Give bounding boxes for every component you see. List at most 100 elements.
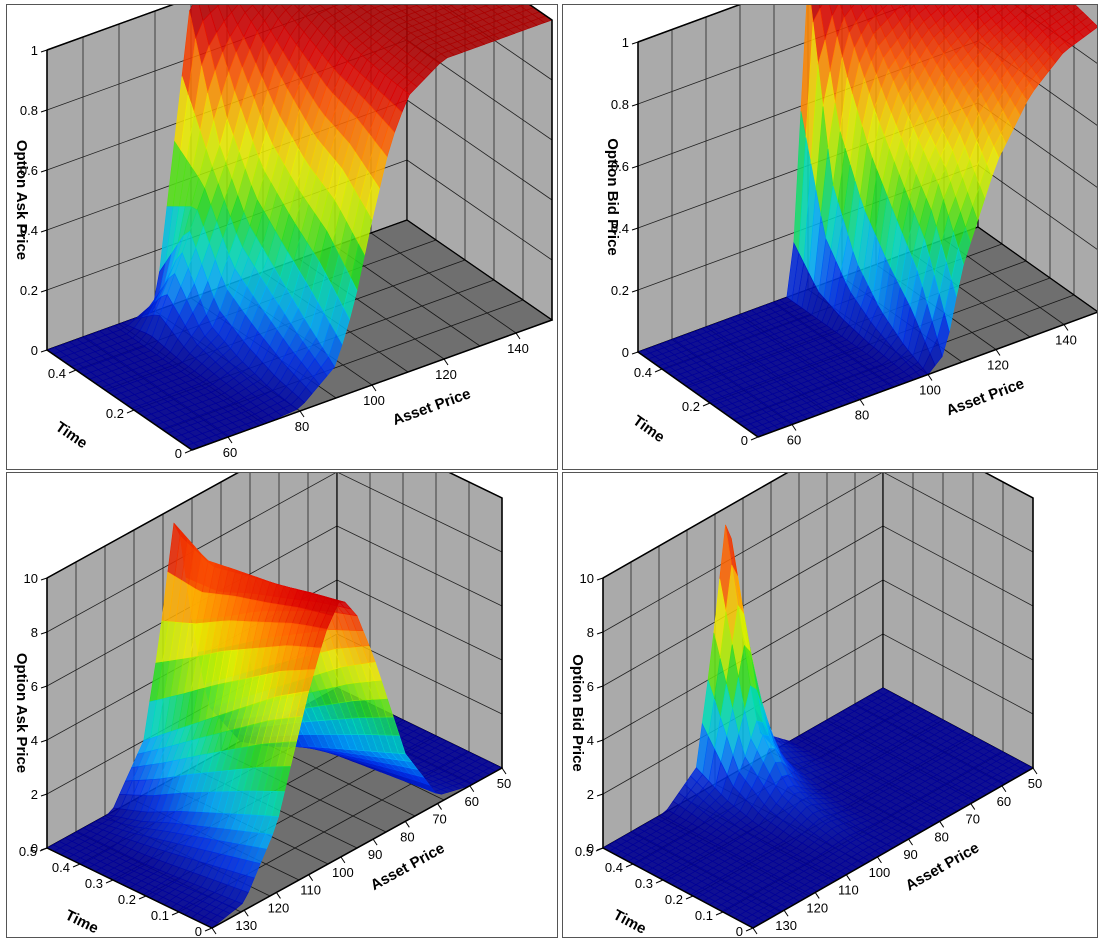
y-tick-label: 0.3 — [635, 876, 653, 891]
x-tick-mark — [372, 838, 378, 846]
z-tick-mark — [40, 739, 48, 743]
x-tick-mark — [877, 856, 882, 864]
z-tick-mark — [631, 41, 639, 45]
surface-plot-ask-price-1: 60 80 100 120 140 0 0.2 0.4 0 0.2 0.4 0.6 0.8 1 Asset … — [13, 5, 554, 461]
z-tick-label: 0.4 — [20, 223, 38, 238]
z-tick-mark — [631, 165, 639, 169]
x-tick-label: 100 — [332, 865, 354, 880]
x-tick-label: 70 — [432, 812, 446, 827]
x-tick-mark — [1032, 767, 1038, 775]
chart-panel-top-right: 60 80 100 120 140 0 0.2 0.4 0 0.2 0.4 0.6 0.8 1 Asset … — [562, 4, 1098, 470]
x-axis-title: Asset Price — [390, 385, 473, 429]
grid-line-horizontal — [882, 579, 1034, 661]
y-tick-mark — [171, 911, 180, 916]
x-tick-mark — [437, 803, 442, 810]
y-tick-label: 0.4 — [605, 860, 623, 875]
y-tick-label: 0.5 — [19, 844, 37, 859]
grid-line-horizontal — [977, 226, 1097, 312]
grid-line-horizontal — [338, 473, 503, 553]
grid-line-horizontal — [406, 219, 553, 321]
x-tick-mark — [371, 384, 377, 392]
grid-line-horizontal — [336, 525, 503, 607]
x-tick-label: 80 — [295, 419, 309, 434]
y-tick-mark — [655, 879, 664, 884]
y-tick-mark — [138, 895, 147, 900]
x-tick-label: 50 — [1028, 776, 1042, 791]
z-tick-label: 4 — [587, 733, 594, 748]
y-axis-title: Time — [52, 418, 90, 452]
x-tick-mark — [243, 909, 249, 917]
z-tick-mark — [631, 227, 639, 231]
z-tick-label: 0.8 — [20, 103, 38, 118]
surface-mesh — [637, 5, 1097, 438]
x-tick-label: 110 — [838, 883, 859, 898]
z-tick-mark — [40, 577, 48, 581]
y-tick-mark — [204, 927, 213, 932]
z-tick-label: 10 — [24, 571, 38, 586]
y-tick-mark — [715, 911, 724, 916]
x-tick-label: 90 — [903, 847, 917, 862]
y-tick-labels: 0 0.2 0.4 — [48, 366, 193, 461]
x-axis-title: Asset Price — [944, 375, 1027, 419]
x-tick-label: 90 — [368, 847, 382, 862]
y-axis-title: Time — [62, 907, 101, 937]
x-axis-line — [211, 767, 503, 929]
x-tick-label: 120 — [268, 900, 290, 915]
y-tick-mark — [625, 863, 634, 868]
y-tick-label: 0 — [175, 446, 182, 461]
y-tick-label: 0.5 — [575, 844, 593, 859]
x-tick-mark — [1001, 785, 1007, 793]
z-tick-label: 0.2 — [20, 283, 38, 298]
y-axis-line — [637, 351, 759, 438]
y-tick-mark — [745, 927, 754, 932]
z-tick-mark — [596, 847, 604, 851]
z-tick-mark — [596, 793, 604, 797]
x-tick-mark — [515, 332, 521, 340]
x-tick-label: 130 — [775, 918, 797, 933]
x-tick-label: 80 — [855, 408, 869, 423]
x-tick-mark — [908, 838, 913, 846]
x-tick-mark — [783, 909, 789, 917]
z-tick-label: 6 — [31, 679, 38, 694]
z-tick-mark — [40, 793, 48, 797]
y-tick-mark — [685, 895, 694, 900]
grid-line-horizontal — [602, 525, 884, 687]
x-tick-mark — [276, 892, 281, 899]
x-tick-labels: 60 80 100 120 140 — [787, 324, 1077, 448]
z-tick-mark — [40, 289, 48, 293]
z-tick-label: 0 — [31, 343, 38, 358]
y-axis-line — [46, 349, 193, 451]
z-tick-label: 1 — [31, 43, 38, 58]
z-tick-label: 0 — [622, 345, 629, 360]
y-tick-label: 0 — [195, 924, 202, 938]
z-tick-label: 0.6 — [20, 163, 38, 178]
z-tick-label: 0.6 — [611, 159, 629, 174]
x-tick-mark — [995, 349, 1001, 356]
surface-plot-bid-price-2: 506070809010011012013014000.10.20.30.40.… — [569, 473, 1042, 937]
y-tick-label: 0 — [741, 433, 748, 448]
z-tick-mark — [596, 739, 604, 743]
x-tick-label: 70 — [966, 812, 980, 827]
surface-cell — [343, 5, 353, 8]
grid-line-horizontal — [406, 159, 553, 261]
x-tick-mark — [211, 927, 217, 935]
grid-line-horizontal — [336, 579, 503, 661]
x-tick-mark — [404, 821, 410, 828]
x-tick-label: 100 — [363, 393, 385, 408]
grid-line-horizontal — [882, 633, 1034, 715]
x-tick-mark — [814, 892, 820, 899]
x-tick-labels: 50 60 70 80 90 100 110 120 130 140 — [744, 767, 1042, 937]
y-tick-mark — [702, 402, 711, 407]
chart-panel-top-left: 60 80 100 120 140 0 0.2 0.4 0 0.2 0.4 0.6 0.8 1 Asset … — [6, 4, 558, 470]
z-tick-label: 0.4 — [611, 221, 629, 236]
top-frame-line — [46, 5, 553, 320]
y-axis-line — [602, 847, 754, 929]
y-tick-mark — [68, 369, 77, 374]
y-tick-label: 0.2 — [118, 892, 136, 907]
surface-mesh — [46, 522, 503, 929]
top-frame-line — [46, 473, 503, 768]
x-axis-line — [752, 767, 1034, 929]
x-tick-mark — [227, 436, 233, 444]
